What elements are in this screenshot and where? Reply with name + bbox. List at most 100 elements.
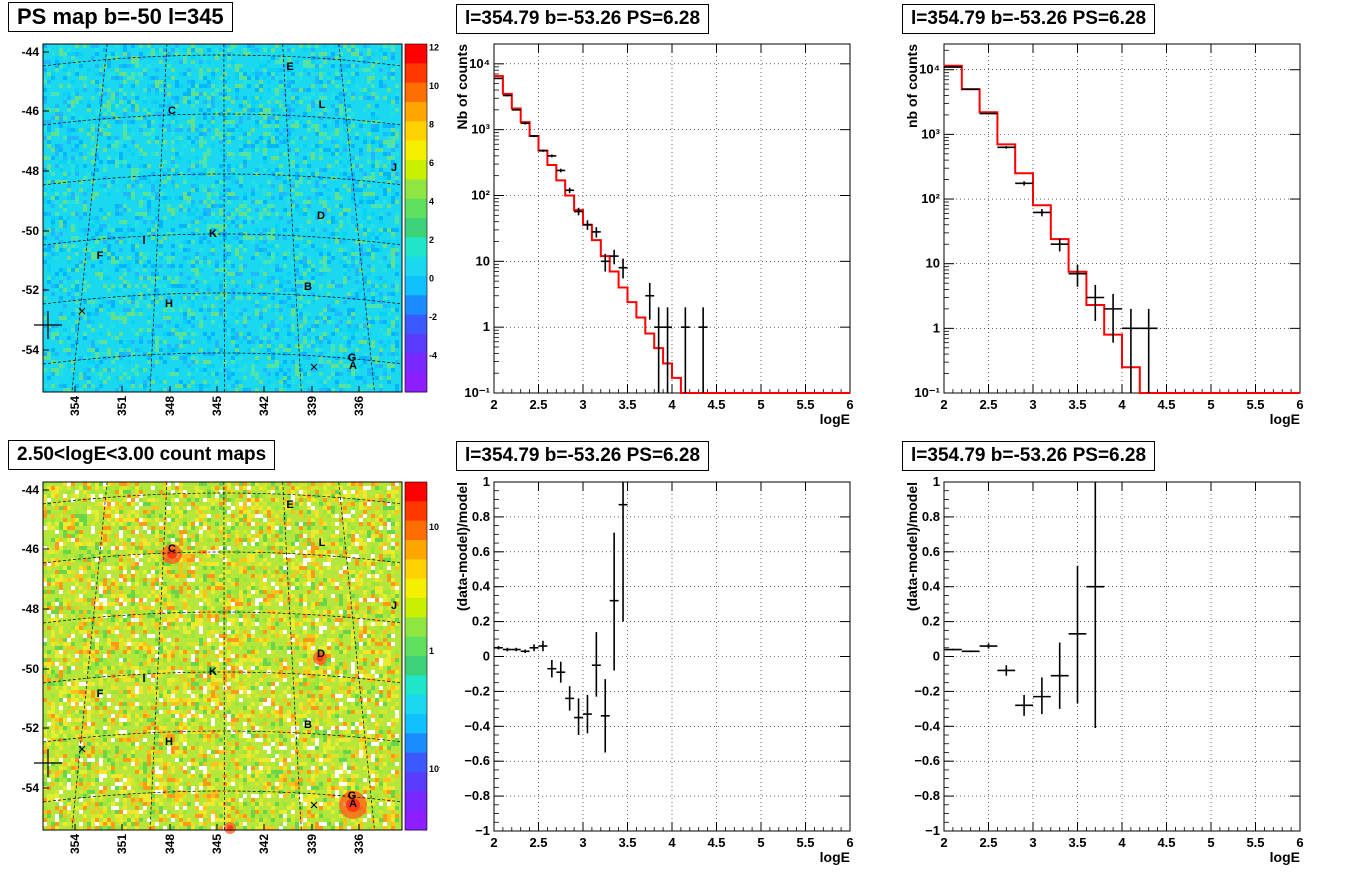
heatmap-cell: [59, 570, 63, 574]
heatmap-cell: [375, 304, 379, 308]
heatmap-cell: [271, 48, 275, 52]
heatmap-cell: [51, 228, 55, 232]
heatmap-cell: [291, 200, 295, 204]
heatmap-cell: [171, 208, 175, 212]
heatmap-cell: [199, 534, 203, 538]
heatmap-cell: [199, 172, 203, 176]
heatmap-cell: [99, 324, 103, 328]
heatmap-cell: [51, 148, 55, 152]
heatmap-cell: [255, 88, 259, 92]
heatmap-cell: [271, 308, 275, 312]
heatmap-cell: [383, 490, 387, 494]
heatmap-cell: [107, 300, 111, 304]
heatmap-cell: [187, 594, 191, 598]
heatmap-cell: [163, 586, 167, 590]
heatmap-cell: [303, 112, 307, 116]
heatmap-cell: [127, 534, 131, 538]
heatmap-cell: [47, 280, 51, 284]
heatmap-cell: [275, 336, 279, 340]
heatmap-cell: [319, 72, 323, 76]
heatmap-cell: [327, 72, 331, 76]
heatmap-cell: [303, 244, 307, 248]
map-y-tick-label: -48: [22, 164, 40, 178]
heatmap-cell: [207, 514, 211, 518]
heatmap-cell: [263, 140, 267, 144]
heatmap-cell: [267, 252, 271, 256]
heatmap-cell: [51, 518, 55, 522]
heatmap-cell: [379, 220, 383, 224]
heatmap-cell: [199, 60, 203, 64]
heatmap-cell: [351, 534, 355, 538]
heatmap-cell: [167, 296, 171, 300]
heatmap-cell: [367, 88, 371, 92]
heatmap-cell: [51, 324, 55, 328]
heatmap-cell: [335, 372, 339, 376]
heatmap-cell: [175, 52, 179, 56]
heatmap-cell: [343, 264, 347, 268]
heatmap-cell: [255, 108, 259, 112]
heatmap-cell: [351, 260, 355, 264]
heatmap-cell: [291, 542, 295, 546]
heatmap-cell: [191, 204, 195, 208]
heatmap-cell: [235, 578, 239, 582]
heatmap-cell: [363, 546, 367, 550]
heatmap-cell: [355, 132, 359, 136]
heatmap-cell: [267, 570, 271, 574]
heatmap-cell: [207, 80, 211, 84]
heatmap-cell: [371, 498, 375, 502]
heatmap-cell: [151, 232, 155, 236]
heatmap-cell: [171, 140, 175, 144]
heatmap-cell: [351, 176, 355, 180]
heatmap-cell: [163, 256, 167, 260]
heatmap-cell: [391, 260, 395, 264]
heatmap-cell: [215, 88, 219, 92]
heatmap-cell: [243, 324, 247, 328]
heatmap-cell: [75, 554, 79, 558]
heatmap-cell: [219, 204, 223, 208]
heatmap-cell: [323, 260, 327, 264]
heatmap-cell: [151, 300, 155, 304]
heatmap-cell: [351, 554, 355, 558]
heatmap-cell: [235, 506, 239, 510]
heatmap-cell: [95, 538, 99, 542]
heatmap-cell: [379, 300, 383, 304]
heatmap-cell: [163, 216, 167, 220]
heatmap-cell: [187, 332, 191, 336]
heatmap-cell: [371, 212, 375, 216]
heatmap-cell: [283, 514, 287, 518]
heatmap-cell: [71, 116, 75, 120]
heatmap-cell: [235, 52, 239, 56]
heatmap-cell: [275, 176, 279, 180]
heatmap-cell: [67, 64, 71, 68]
heatmap-cell: [247, 340, 251, 344]
heatmap-cell: [387, 88, 391, 92]
heatmap-cell: [179, 272, 183, 276]
heatmap-cell: [127, 100, 131, 104]
heatmap-cell: [59, 112, 63, 116]
heatmap-cell: [387, 380, 391, 384]
heatmap-cell: [87, 320, 91, 324]
heatmap-cell: [259, 534, 263, 538]
heatmap-cell: [55, 164, 59, 168]
heatmap-cell: [355, 586, 359, 590]
heatmap-cell: [327, 148, 331, 152]
heatmap-cell: [295, 284, 299, 288]
heatmap-cell: [279, 132, 283, 136]
heatmap-cell: [155, 152, 159, 156]
heatmap-cell: [323, 52, 327, 56]
heatmap-cell: [275, 92, 279, 96]
heatmap-cell: [55, 332, 59, 336]
heatmap-cell: [195, 510, 199, 514]
heatmap-cell: [151, 52, 155, 56]
heatmap-cell: [263, 112, 267, 116]
heatmap-cell: [139, 384, 143, 388]
heatmap-cell: [271, 172, 275, 176]
heatmap-cell: [207, 260, 211, 264]
heatmap-cell: [67, 562, 71, 566]
heatmap-cell: [375, 578, 379, 582]
heatmap-cell: [79, 356, 83, 360]
heatmap-cell: [291, 506, 295, 510]
heatmap-cell: [275, 566, 279, 570]
heatmap-cell: [199, 490, 203, 494]
heatmap-cell: [311, 172, 315, 176]
